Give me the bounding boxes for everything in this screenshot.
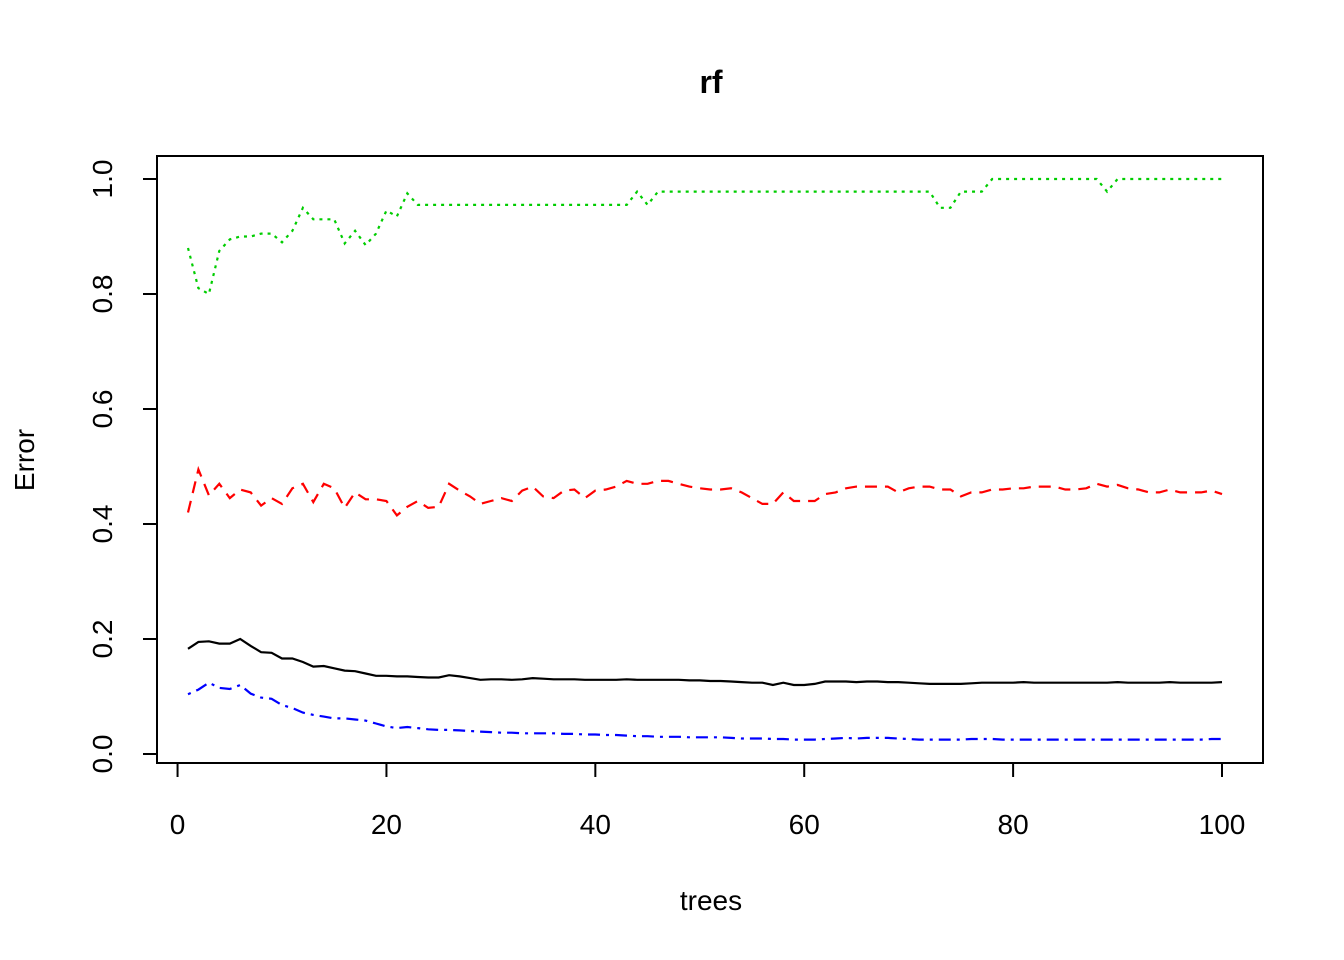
y-tick-label: 0.2 [87,620,118,659]
x-tick-label: 0 [170,809,186,840]
x-tick-label: 60 [789,809,820,840]
y-tick-label: 0.8 [87,275,118,314]
y-tick-label: 0.6 [87,390,118,429]
y-tick-label: 1.0 [87,160,118,199]
x-tick-label: 80 [998,809,1029,840]
y-axis: 0.0 0.2 0.4 0.6 0.8 1.0 [87,160,158,774]
x-axis: 0 20 40 60 80 100 [170,762,1246,840]
series-line-3 [186,177,1222,296]
series-line-1 [187,637,1223,687]
plot-area-border [156,155,1264,764]
y-axis-label: Error [9,429,40,491]
x-axis-label: trees [680,885,742,916]
x-tick-label: 40 [580,809,611,840]
y-tick-label: 0.0 [87,735,118,774]
x-tick-label: 100 [1199,809,1246,840]
series-line-2 [186,465,1223,517]
chart-title: rf [699,64,722,100]
series-layer [186,177,1223,741]
x-tick-label: 20 [371,809,402,840]
series-line-4 [187,681,1222,741]
y-tick-label: 0.4 [87,505,118,544]
